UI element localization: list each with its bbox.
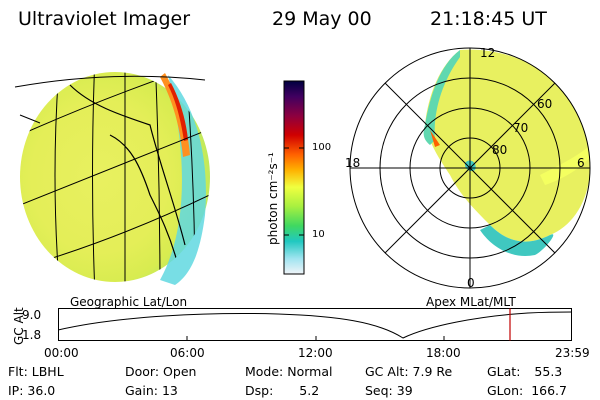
colorbar <box>283 80 305 275</box>
xtick-0000: 00:00 <box>44 346 79 360</box>
xtick-1200: 12:00 <box>298 346 333 360</box>
time-label: 21:18:45 UT <box>430 8 547 30</box>
mlt-0-label: 0 <box>467 276 475 290</box>
geographic-image <box>14 72 210 285</box>
colorbar-tick-100: 100 <box>312 142 332 153</box>
mlat-80-label: 80 <box>492 143 508 157</box>
xtick-2359: 23:59 <box>555 346 590 360</box>
status-glon: GLon: 166.7 <box>487 383 567 398</box>
geographic-label: Geographic Lat/Lon <box>70 295 188 309</box>
globe-disc <box>20 72 210 282</box>
mlat-60-label: 60 <box>537 97 553 111</box>
status-gain: Gain: 13 <box>125 383 178 398</box>
mlt-6-label: 6 <box>577 156 585 170</box>
xtick-1800: 18:00 <box>426 346 461 360</box>
polar-plot <box>349 47 591 289</box>
date-label: 29 May 00 <box>272 8 372 30</box>
status-mode: Mode: Normal <box>245 364 333 379</box>
mlt-12-label: 12 <box>480 46 496 60</box>
app-title: Ultraviolet Imager <box>18 8 191 30</box>
colorbar-label: photon cm⁻²s⁻¹ <box>266 152 280 245</box>
altitude-chart <box>58 308 573 341</box>
mlt-18-label: 18 <box>345 156 361 170</box>
status-flt: Flt: LBHL <box>8 364 64 379</box>
aurora-region <box>425 49 590 242</box>
status-ip: IP: 36.0 <box>8 383 56 398</box>
ytick-9: 9.0 <box>22 308 42 322</box>
status-glat: GLat: 55.3 <box>487 364 563 379</box>
colorbar-tick-10: 10 <box>312 229 325 240</box>
status-dsp: Dsp: 5.2 <box>245 383 320 398</box>
mlat-70-label: 70 <box>513 121 529 135</box>
status-door: Door: Open <box>125 364 197 379</box>
status-gc-alt: GC Alt: 7.9 Re <box>365 364 453 379</box>
ytick-1-8: 1.8 <box>22 328 42 342</box>
xtick-0600: 06:00 <box>170 346 205 360</box>
apex-label: Apex MLat/MLT <box>426 295 516 309</box>
status-seq: Seq: 39 <box>365 383 413 398</box>
